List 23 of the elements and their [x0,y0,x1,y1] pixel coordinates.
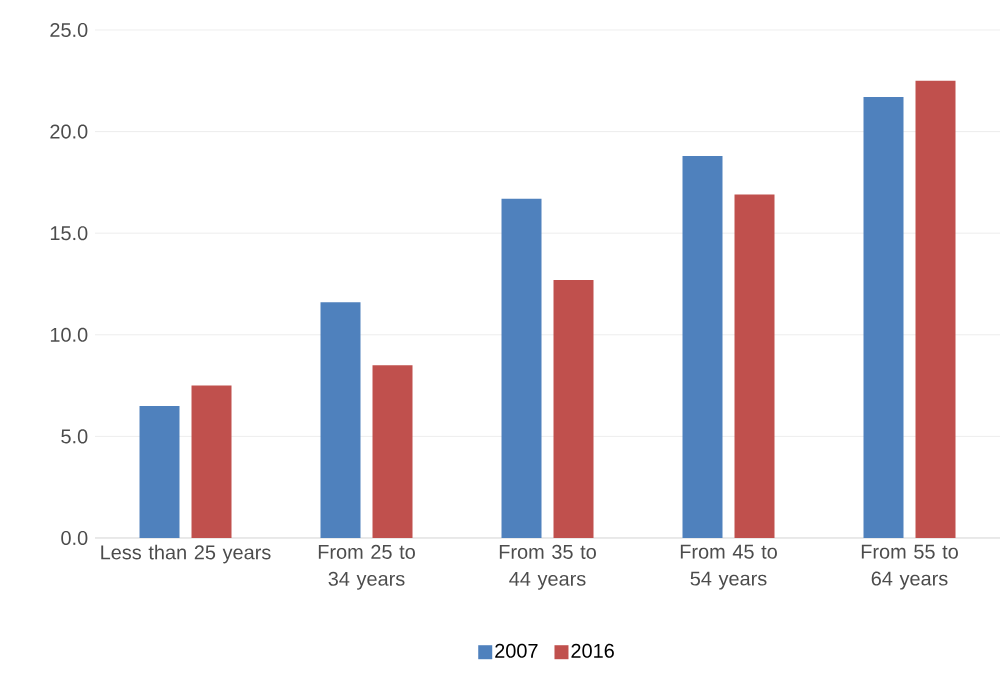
bar [553,279,594,538]
y-tick-label: 15.0 [50,226,88,241]
y-tick-label: 0.0 [61,530,88,546]
y-tick-label: 5.0 [61,429,88,444]
legend-label: 2007 [495,643,538,658]
bar [863,97,904,538]
bar [501,198,542,538]
legend-label: 2016 [571,643,614,658]
bar [191,385,232,538]
bar [682,155,723,538]
x-tick-label: From 35 to 44 years [499,544,596,590]
bar [139,405,180,538]
y-tick-label: 20.0 [50,124,88,139]
bar [372,365,413,538]
x-tick-label: From 55 to 64 years [861,544,958,590]
x-tick-label: From 45 to 54 years [680,544,777,590]
bar [320,302,361,538]
x-tick-label: Less than 25 years [101,544,271,564]
bar [915,80,956,538]
x-tick-label: From 25 to 34 years [318,544,415,590]
y-tick-label: 25.0 [50,22,88,38]
bar [734,194,775,538]
y-tick-label: 10.0 [50,327,88,342]
